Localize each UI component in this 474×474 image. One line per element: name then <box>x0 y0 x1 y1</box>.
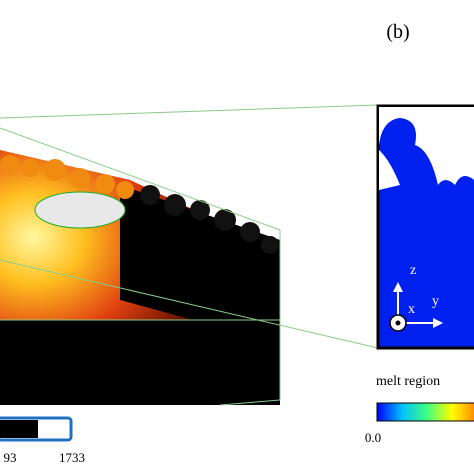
legend-min: 0.0 <box>365 430 381 445</box>
legend-title: melt region <box>376 374 440 389</box>
axis-label: z <box>410 263 416 278</box>
axis-label: y <box>432 294 439 309</box>
melt-legend: melt region 0.0 <box>365 374 474 445</box>
melt-panel: z x y <box>376 104 474 350</box>
axis-label: x <box>408 302 415 317</box>
temperature-colorbar: 93 1733 <box>0 416 85 465</box>
scale-label: 93 <box>4 450 17 465</box>
scale-label: 1733 <box>59 450 85 465</box>
simulation-block <box>0 104 379 406</box>
panel-label: (b) <box>386 21 409 43</box>
